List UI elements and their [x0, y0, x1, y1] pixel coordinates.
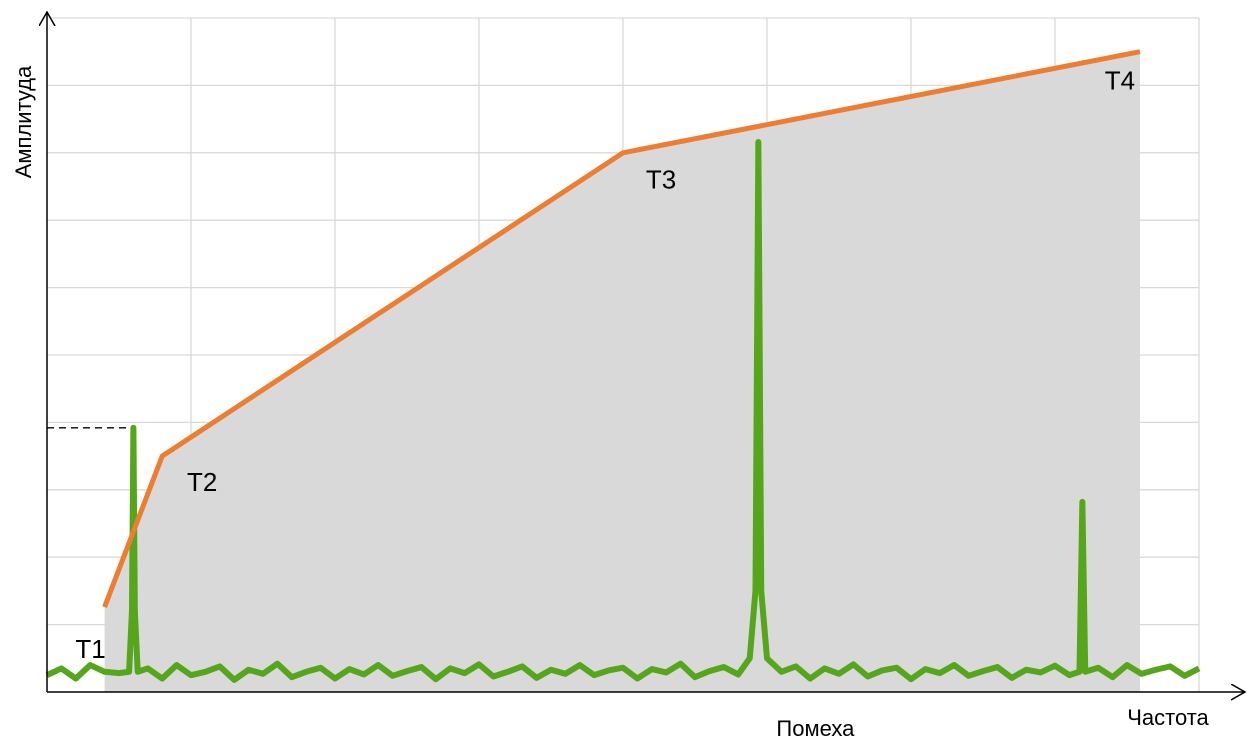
point-label: T4	[1105, 66, 1135, 96]
point-label: T2	[187, 467, 217, 497]
annotation: Помеха	[776, 716, 855, 741]
signal-line	[45, 139, 1201, 683]
point-label: T1	[75, 634, 105, 664]
limit-line	[102, 49, 1141, 608]
x-axis-label: Частота	[1127, 705, 1209, 730]
y-axis-label: Амплитуда	[11, 65, 36, 178]
plot: T1 T2 T3 T4 Помеха	[45, 49, 1201, 741]
point-label: T3	[646, 165, 676, 195]
limit-area	[104, 51, 1140, 692]
